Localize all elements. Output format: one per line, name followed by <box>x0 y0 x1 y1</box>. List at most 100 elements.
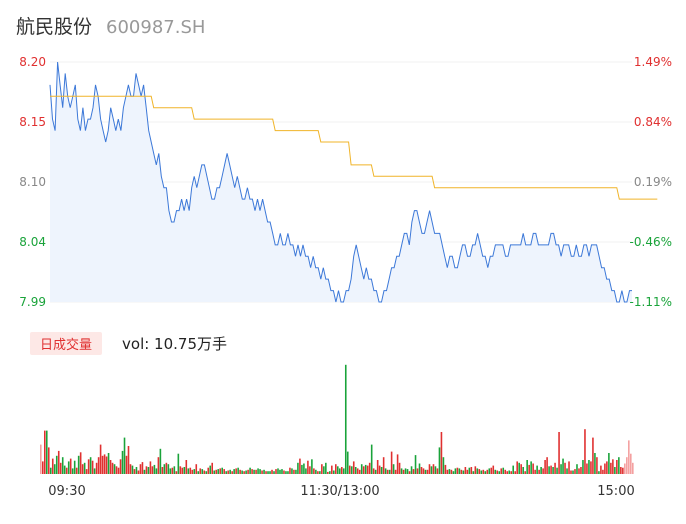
volume-bar <box>145 466 148 474</box>
volume-bar <box>169 468 172 474</box>
volume-bar <box>344 364 347 474</box>
volume-bar <box>478 469 481 474</box>
volume-bar <box>149 461 152 474</box>
volume-bar <box>231 471 233 474</box>
volume-bar <box>584 429 586 474</box>
volume-bar <box>350 466 353 474</box>
volume-bar <box>277 468 279 474</box>
volume-bar <box>604 463 606 474</box>
volume-bar <box>522 467 524 474</box>
price-tick-label: 7.99 <box>19 295 46 309</box>
volume-bar <box>123 437 126 474</box>
volume-bar <box>53 464 56 474</box>
volume-bar <box>402 469 405 474</box>
volume-bar <box>630 453 632 474</box>
volume-bar <box>107 453 110 474</box>
volume-bar <box>283 470 285 474</box>
volume-bar <box>516 461 518 474</box>
volume-bar <box>602 469 604 474</box>
volume-bar <box>79 452 82 474</box>
volume-bar <box>488 468 491 474</box>
volume-bar <box>566 468 568 474</box>
volume-bar <box>191 469 194 474</box>
volume-bar <box>261 470 263 474</box>
volume-bar <box>241 470 243 474</box>
volume-bar <box>572 470 574 474</box>
volume-bar <box>63 465 66 474</box>
volume-bar <box>83 462 86 474</box>
volume-bar <box>299 458 301 474</box>
volume-bar <box>394 469 397 474</box>
volume-bar <box>219 468 221 474</box>
volume-bar <box>217 469 219 474</box>
volume-bar <box>586 463 588 474</box>
volume-bar <box>211 462 214 474</box>
volume-bar <box>596 457 598 474</box>
price-tick-label: 8.15 <box>19 115 46 129</box>
volume-bar <box>157 457 160 474</box>
volume-bar <box>342 468 345 474</box>
volume-bar <box>271 469 273 474</box>
volume-bar <box>476 468 479 474</box>
volume-bar <box>307 460 309 474</box>
volume-bar <box>279 469 281 474</box>
volume-tab[interactable]: 日成交量 <box>30 331 103 355</box>
volume-bar <box>103 454 106 474</box>
volume-bar <box>348 465 351 474</box>
volume-bar <box>315 469 317 474</box>
volume-bar <box>450 469 453 474</box>
volume-bar <box>223 469 225 474</box>
volume-bar <box>616 460 618 474</box>
volume-bar <box>514 471 516 474</box>
volume-bar <box>155 468 158 474</box>
volume-bar <box>151 466 154 474</box>
volume-bar <box>89 457 92 474</box>
volume-bar <box>438 447 441 474</box>
volume-bar <box>392 464 395 474</box>
volume-bar <box>542 468 544 474</box>
volume-bar <box>65 467 68 474</box>
volume-bar <box>502 467 505 474</box>
volume-bar <box>416 468 419 474</box>
volume-bar <box>329 471 331 474</box>
volume-bar <box>221 467 223 474</box>
volume-bar <box>564 462 566 474</box>
volume-bar <box>574 469 576 474</box>
volume-bar <box>550 465 552 474</box>
percent-tick-label: 1.49% <box>634 55 672 69</box>
volume-bar <box>378 465 381 474</box>
volume-bar <box>396 454 399 474</box>
volume-bar <box>388 469 391 474</box>
volume-bar <box>121 450 124 474</box>
volume-bar <box>570 470 572 474</box>
volume-bar <box>352 461 355 474</box>
volume-bar <box>436 468 439 474</box>
volume-bar <box>135 467 138 474</box>
volume-bar <box>311 459 313 474</box>
volume-bar <box>59 462 62 474</box>
volume-bar <box>239 469 241 474</box>
volume-chart: 09:30 11:30/13:00 15:00 <box>40 364 635 499</box>
volume-bar <box>81 464 84 474</box>
volume-bar <box>253 469 255 474</box>
volume-bar <box>195 464 198 474</box>
volume-bar <box>301 464 303 474</box>
volume-bar <box>554 462 556 474</box>
price-line <box>49 61 632 303</box>
volume-bar <box>45 430 48 474</box>
volume-bar <box>291 468 293 474</box>
volume-bar <box>582 460 584 474</box>
volume-bar <box>137 470 140 474</box>
volume-bar <box>508 470 511 474</box>
volume-bar <box>95 462 98 474</box>
volume-bar <box>101 455 104 474</box>
volume-bar <box>235 468 237 474</box>
volume-bar <box>163 464 166 474</box>
volume-bar <box>530 461 532 474</box>
volume-bar <box>614 467 616 474</box>
intraday-price-chart: 8.20 8.15 8.10 8.04 7.99 1.49% 0.84% 0.19% -0.46… <box>19 55 672 309</box>
volume-bar <box>354 467 357 474</box>
volume-bar <box>398 462 401 474</box>
volume-bar <box>626 457 628 474</box>
price-tick-label: 8.04 <box>19 235 46 249</box>
